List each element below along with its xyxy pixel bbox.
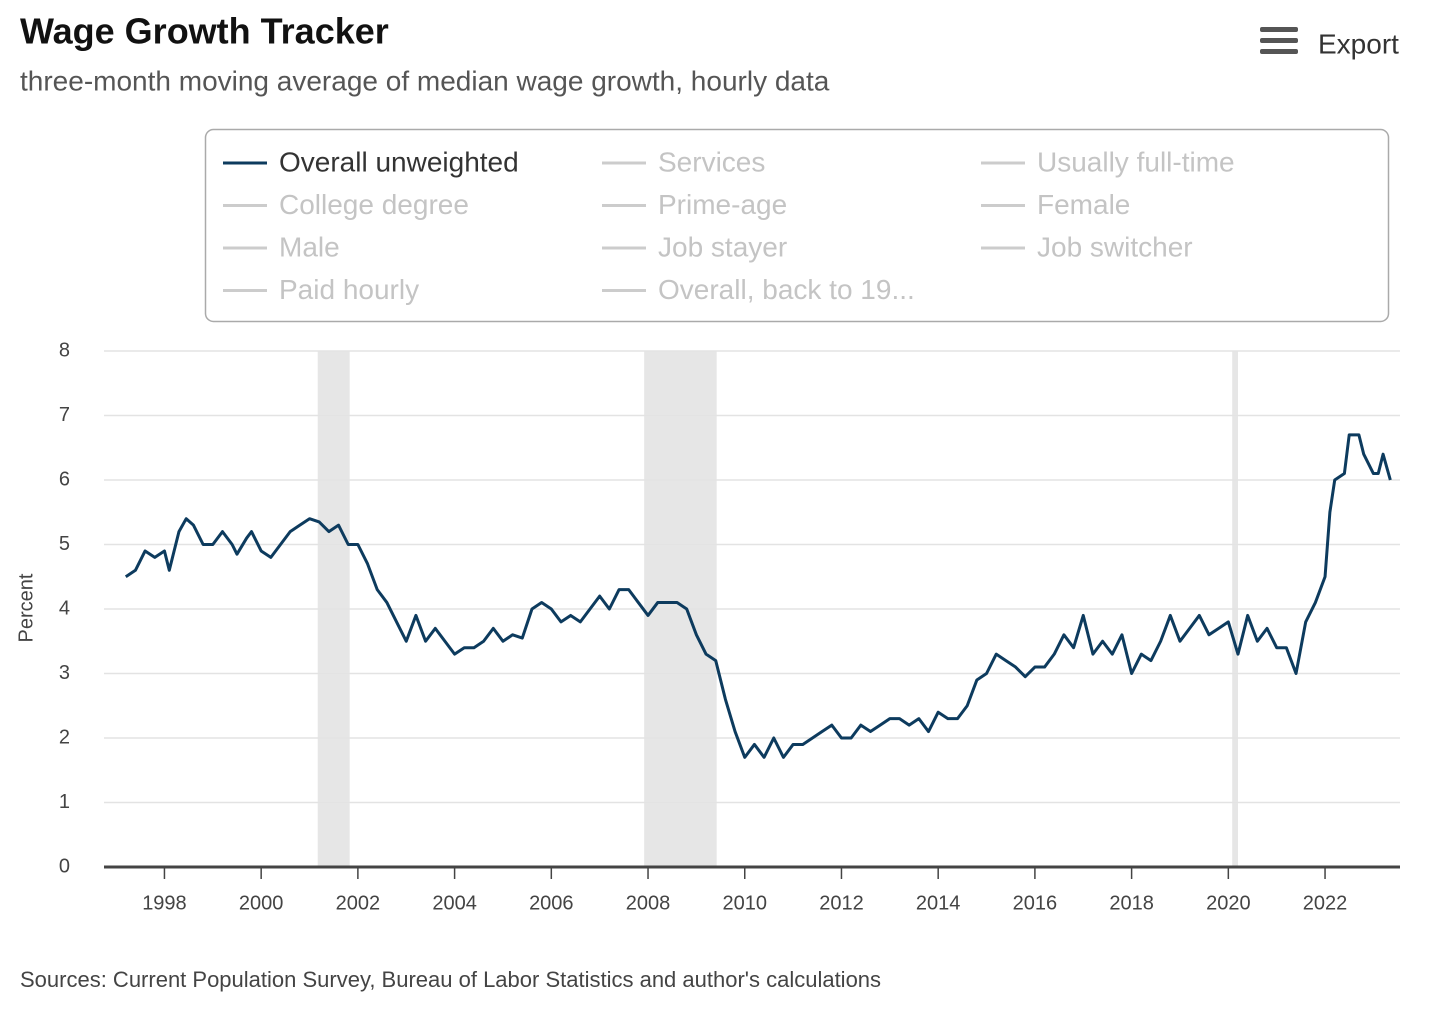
x-tick-label: 2008	[626, 892, 671, 914]
x-tick-label: 2010	[722, 892, 767, 914]
legend-label[interactable]: Male	[279, 231, 340, 262]
y-tick-label: 7	[59, 404, 70, 426]
menu-icon	[1260, 27, 1298, 32]
legend-label[interactable]: Prime-age	[658, 189, 787, 220]
export-label[interactable]: Export	[1318, 28, 1399, 59]
legend-label[interactable]: Services	[658, 146, 765, 177]
y-axis-label: Percent	[15, 573, 37, 642]
y-tick-label: 2	[59, 726, 70, 748]
legend-item[interactable]: Paid hourly	[223, 274, 419, 305]
x-tick-label: 2020	[1206, 892, 1251, 914]
export-button[interactable]: Export	[1260, 27, 1399, 59]
legend-label[interactable]: Usually full-time	[1037, 146, 1235, 177]
x-tick-label: 1998	[142, 892, 187, 914]
legend-item[interactable]: College degree	[223, 189, 469, 220]
source-note: Sources: Current Population Survey, Bure…	[20, 967, 881, 992]
menu-icon	[1260, 38, 1298, 43]
y-tick-label: 6	[59, 468, 70, 490]
x-tick-label: 2022	[1303, 892, 1348, 914]
legend-label[interactable]: Female	[1037, 189, 1130, 220]
y-tick-label: 0	[59, 855, 70, 877]
x-tick-label: 2014	[916, 892, 961, 914]
legend-label[interactable]: College degree	[279, 189, 469, 220]
x-tick-label: 2018	[1109, 892, 1154, 914]
legend-label[interactable]: Paid hourly	[279, 274, 419, 305]
x-tick-label: 2002	[336, 892, 381, 914]
y-tick-label: 8	[59, 339, 70, 361]
x-tick-label: 2012	[819, 892, 864, 914]
legend-item[interactable]: Prime-age	[602, 189, 787, 220]
y-tick-label: 1	[59, 791, 70, 813]
legend-label[interactable]: Overall unweighted	[279, 146, 519, 177]
legend-item[interactable]: Services	[602, 146, 765, 177]
x-tick-label: 2016	[1013, 892, 1058, 914]
x-tick-label: 2000	[239, 892, 284, 914]
chart-title: Wage Growth Tracker	[20, 11, 389, 52]
legend-item[interactable]: Usually full-time	[981, 146, 1235, 177]
legend-label[interactable]: Job switcher	[1037, 231, 1193, 262]
menu-icon	[1260, 49, 1298, 54]
x-tick-label: 2004	[432, 892, 477, 914]
legend-item[interactable]: Female	[981, 189, 1130, 220]
legend-item[interactable]: Job stayer	[602, 231, 787, 262]
data-line	[124, 433, 1392, 759]
legend-label[interactable]: Job stayer	[658, 231, 787, 262]
legend-item[interactable]: Overall, back to 19...	[602, 274, 915, 305]
legend-item[interactable]: Overall unweighted	[223, 146, 519, 177]
legend-item[interactable]: Job switcher	[981, 231, 1193, 262]
x-tick-label: 2006	[529, 892, 574, 914]
legend-label[interactable]: Overall, back to 19...	[658, 274, 915, 305]
y-tick-label: 3	[59, 662, 70, 684]
y-tick-label: 4	[59, 597, 70, 619]
chart-subtitle: three-month moving average of median wag…	[20, 65, 830, 96]
legend-box	[204, 128, 1390, 323]
y-tick-label: 5	[59, 533, 70, 555]
legend-item[interactable]: Male	[223, 231, 340, 262]
